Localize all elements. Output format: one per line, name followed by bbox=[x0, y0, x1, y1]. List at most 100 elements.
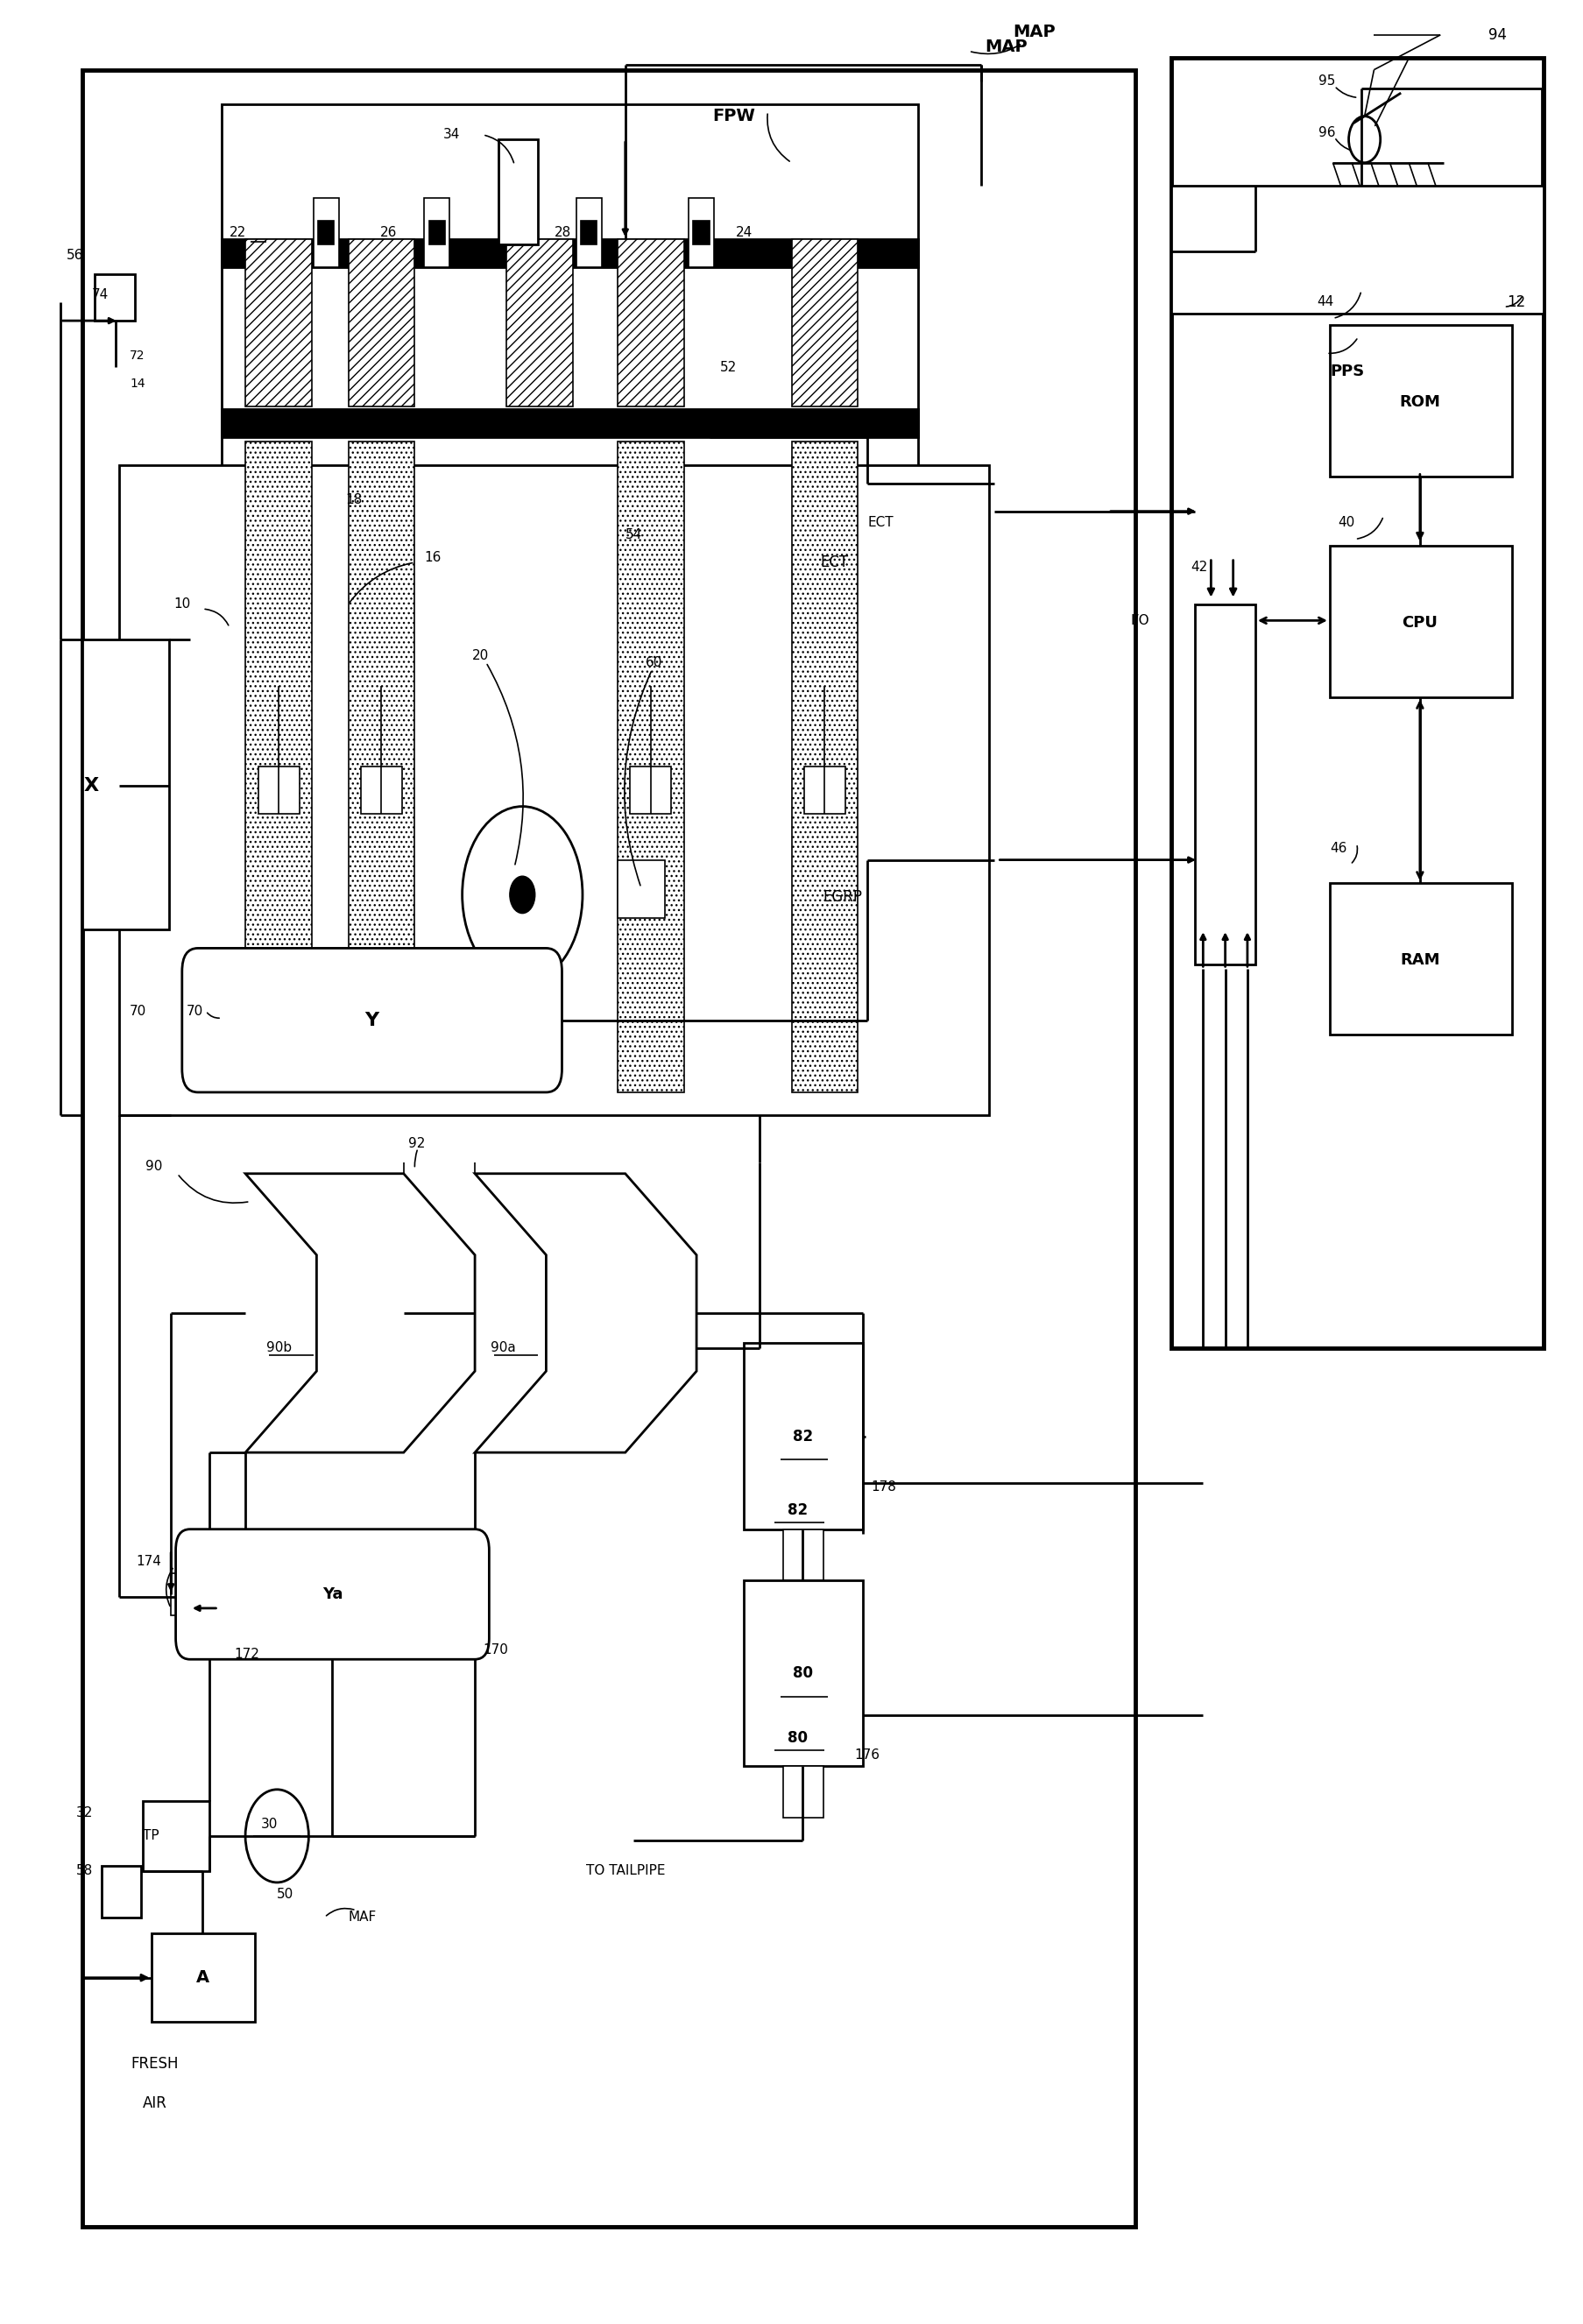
Text: MAP: MAP bbox=[985, 37, 1027, 56]
Bar bbox=[689, 198, 714, 267]
Text: 70: 70 bbox=[130, 1004, 147, 1018]
Text: A: A bbox=[196, 1968, 209, 1987]
Bar bbox=[142, 1801, 209, 1871]
Text: 46: 46 bbox=[1330, 841, 1347, 855]
Bar bbox=[1171, 186, 1543, 314]
Bar bbox=[318, 221, 334, 244]
Bar bbox=[744, 1343, 863, 1529]
Bar bbox=[630, 767, 671, 813]
Bar bbox=[784, 1766, 823, 1817]
Text: 178: 178 bbox=[871, 1480, 896, 1494]
Bar bbox=[152, 1934, 255, 2022]
Text: 32: 32 bbox=[76, 1806, 93, 1820]
Text: 30: 30 bbox=[261, 1817, 279, 1831]
Text: PPS: PPS bbox=[1330, 365, 1365, 379]
Text: 94: 94 bbox=[1488, 28, 1507, 42]
Text: 80: 80 bbox=[793, 1666, 812, 1680]
Text: FPW: FPW bbox=[712, 107, 755, 125]
Text: TO TAILPIPE: TO TAILPIPE bbox=[586, 1864, 665, 1878]
Bar bbox=[499, 139, 538, 244]
Bar bbox=[1330, 546, 1512, 697]
Text: ROM: ROM bbox=[1399, 395, 1441, 409]
Bar bbox=[784, 1529, 823, 1580]
Text: 24: 24 bbox=[736, 225, 754, 239]
Text: 70: 70 bbox=[187, 1004, 204, 1018]
Text: 26: 26 bbox=[380, 225, 397, 239]
Circle shape bbox=[510, 876, 535, 913]
Text: 16: 16 bbox=[424, 551, 442, 565]
Text: 90b: 90b bbox=[266, 1341, 291, 1355]
Text: I/O: I/O bbox=[1130, 614, 1149, 627]
Text: 28: 28 bbox=[554, 225, 571, 239]
Bar bbox=[171, 1573, 195, 1615]
Bar bbox=[258, 767, 299, 813]
Text: 82: 82 bbox=[793, 1429, 812, 1443]
Text: 72: 72 bbox=[130, 349, 146, 363]
Bar bbox=[222, 409, 918, 437]
Text: X: X bbox=[84, 776, 98, 795]
Bar bbox=[101, 1866, 141, 1917]
Text: 90a: 90a bbox=[491, 1341, 516, 1355]
Text: 44: 44 bbox=[1317, 295, 1334, 309]
Text: 20: 20 bbox=[472, 648, 489, 662]
Bar bbox=[82, 70, 1135, 2226]
Bar bbox=[348, 239, 415, 407]
Text: 10: 10 bbox=[174, 597, 192, 611]
Text: 172: 172 bbox=[234, 1648, 260, 1662]
Text: 92: 92 bbox=[408, 1136, 426, 1150]
Bar bbox=[1330, 883, 1512, 1034]
Bar bbox=[424, 198, 450, 267]
Text: 42: 42 bbox=[1190, 560, 1208, 574]
Bar bbox=[313, 198, 339, 267]
Bar bbox=[187, 1578, 203, 1611]
Text: MAP: MAP bbox=[970, 23, 1056, 53]
Text: 54: 54 bbox=[625, 528, 643, 541]
Text: 50: 50 bbox=[277, 1887, 294, 1901]
Bar bbox=[82, 639, 169, 930]
Text: MAF: MAF bbox=[348, 1910, 377, 1924]
Text: CPU: CPU bbox=[1403, 616, 1437, 630]
Bar bbox=[1330, 325, 1512, 476]
Text: Ya: Ya bbox=[321, 1587, 344, 1601]
Text: 12: 12 bbox=[1507, 295, 1526, 309]
Text: EGRP: EGRP bbox=[823, 890, 863, 904]
Bar bbox=[222, 105, 918, 488]
Bar bbox=[429, 221, 445, 244]
Text: 90: 90 bbox=[146, 1160, 163, 1174]
Text: TP: TP bbox=[142, 1829, 158, 1843]
Text: 80: 80 bbox=[788, 1731, 807, 1745]
Bar bbox=[1195, 604, 1255, 964]
Bar bbox=[744, 1580, 863, 1766]
FancyBboxPatch shape bbox=[182, 948, 562, 1092]
FancyBboxPatch shape bbox=[176, 1529, 489, 1659]
Bar bbox=[693, 221, 709, 244]
Bar bbox=[348, 442, 415, 1092]
Text: 34: 34 bbox=[443, 128, 461, 142]
Bar bbox=[245, 239, 312, 407]
Text: 18: 18 bbox=[345, 493, 363, 507]
Text: 95: 95 bbox=[1319, 74, 1336, 88]
Bar bbox=[804, 767, 845, 813]
Bar bbox=[581, 221, 597, 244]
Text: 52: 52 bbox=[720, 360, 738, 374]
Text: 58: 58 bbox=[76, 1864, 93, 1878]
Text: AIR: AIR bbox=[142, 2096, 168, 2110]
Text: 170: 170 bbox=[483, 1643, 508, 1657]
Bar bbox=[792, 239, 858, 407]
Text: FRESH: FRESH bbox=[131, 2057, 179, 2071]
Bar bbox=[245, 442, 312, 1092]
Bar bbox=[617, 860, 665, 918]
Text: 174: 174 bbox=[136, 1555, 161, 1569]
Text: 40: 40 bbox=[1338, 516, 1355, 530]
Text: RAM: RAM bbox=[1399, 953, 1441, 967]
Text: ECT: ECT bbox=[867, 516, 893, 530]
Bar bbox=[792, 442, 858, 1092]
Text: Y: Y bbox=[366, 1011, 378, 1030]
Bar bbox=[1171, 58, 1543, 1348]
Text: 176: 176 bbox=[855, 1748, 880, 1762]
Bar bbox=[617, 442, 684, 1092]
Bar bbox=[222, 239, 918, 267]
Text: 14: 14 bbox=[130, 376, 146, 390]
Text: 56: 56 bbox=[66, 249, 84, 263]
Text: 22: 22 bbox=[230, 225, 247, 239]
